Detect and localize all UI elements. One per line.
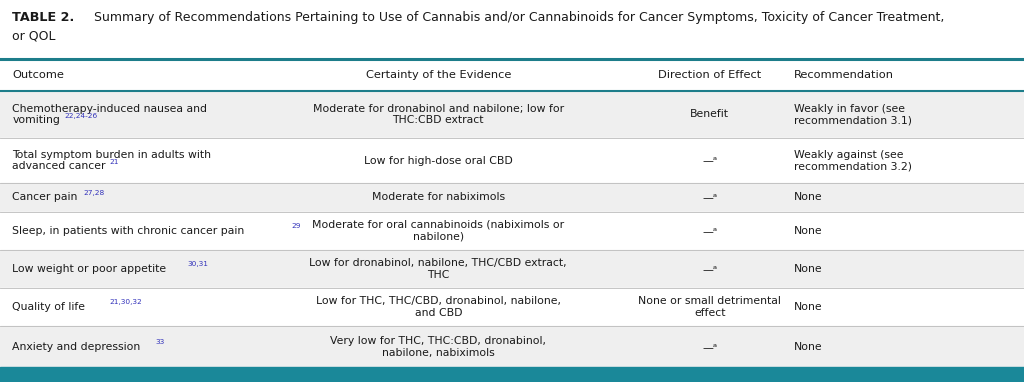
- Text: Moderate for nabiximols: Moderate for nabiximols: [372, 192, 505, 202]
- Text: Low for high-dose oral CBD: Low for high-dose oral CBD: [364, 155, 513, 165]
- Text: Outcome: Outcome: [12, 70, 65, 80]
- Text: and CBD: and CBD: [415, 308, 462, 318]
- Text: 22,24-26: 22,24-26: [65, 113, 97, 118]
- Text: Recommendation: Recommendation: [794, 70, 894, 80]
- Text: 21,30,32: 21,30,32: [110, 299, 142, 306]
- Text: None: None: [794, 226, 822, 236]
- Text: Very low for THC, THC:CBD, dronabinol,: Very low for THC, THC:CBD, dronabinol,: [331, 336, 546, 346]
- Text: vomiting: vomiting: [12, 115, 60, 125]
- Text: Low for THC, THC/CBD, dronabinol, nabilone,: Low for THC, THC/CBD, dronabinol, nabilo…: [315, 296, 561, 306]
- Text: or QOL: or QOL: [12, 30, 55, 43]
- Text: None or small detrimental: None or small detrimental: [638, 296, 781, 306]
- Text: advanced cancer: advanced cancer: [12, 161, 105, 171]
- Text: THC:CBD extract: THC:CBD extract: [392, 115, 484, 125]
- Bar: [0, 212, 1024, 250]
- Text: Sleep, in patients with chronic cancer pain: Sleep, in patients with chronic cancer p…: [12, 226, 245, 236]
- Bar: [0, 288, 1024, 326]
- Bar: [0, 326, 1024, 367]
- Text: None: None: [794, 192, 822, 202]
- Text: None: None: [794, 302, 822, 312]
- Text: THC: THC: [427, 270, 450, 280]
- Text: Direction of Effect: Direction of Effect: [658, 70, 761, 80]
- Text: nabilone, nabiximols: nabilone, nabiximols: [382, 348, 495, 358]
- Bar: [0, 59, 1024, 91]
- Bar: [0, 250, 1024, 288]
- Text: Chemotherapy-induced nausea and: Chemotherapy-induced nausea and: [12, 104, 207, 114]
- Text: Summary of Recommendations Pertaining to Use of Cannabis and/or Cannabinoids for: Summary of Recommendations Pertaining to…: [86, 11, 944, 24]
- Text: —ᵃ: —ᵃ: [702, 155, 717, 165]
- Bar: [0, 138, 1024, 183]
- Bar: [0, 367, 1024, 382]
- Text: Weakly against (see: Weakly against (see: [794, 150, 903, 160]
- Text: None: None: [794, 264, 822, 274]
- Text: 33: 33: [156, 339, 165, 345]
- Text: TABLE 2.: TABLE 2.: [12, 11, 75, 24]
- Text: Quality of life: Quality of life: [12, 302, 85, 312]
- Text: recommendation 3.1): recommendation 3.1): [794, 115, 911, 125]
- Text: Total symptom burden in adults with: Total symptom burden in adults with: [12, 150, 211, 160]
- Text: Low weight or poor appetite: Low weight or poor appetite: [12, 264, 167, 274]
- Text: —ᵃ: —ᵃ: [702, 192, 717, 202]
- Text: 29: 29: [292, 223, 301, 229]
- Text: —ᵃ: —ᵃ: [702, 226, 717, 236]
- Text: 30,31: 30,31: [187, 261, 209, 267]
- Text: recommendation 3.2): recommendation 3.2): [794, 161, 911, 171]
- Text: None: None: [794, 342, 822, 352]
- Text: —ᵃ: —ᵃ: [702, 342, 717, 352]
- Text: Certainty of the Evidence: Certainty of the Evidence: [366, 70, 511, 80]
- Text: nabilone): nabilone): [413, 231, 464, 241]
- Text: Moderate for dronabinol and nabilone; low for: Moderate for dronabinol and nabilone; lo…: [312, 104, 564, 114]
- Text: Low for dronabinol, nabilone, THC/CBD extract,: Low for dronabinol, nabilone, THC/CBD ex…: [309, 258, 567, 268]
- Text: Benefit: Benefit: [690, 109, 729, 120]
- Bar: [0, 183, 1024, 212]
- Text: 21: 21: [110, 159, 119, 165]
- Bar: [0, 91, 1024, 138]
- Text: —ᵃ: —ᵃ: [702, 264, 717, 274]
- Text: Anxiety and depression: Anxiety and depression: [12, 342, 140, 352]
- Text: Cancer pain: Cancer pain: [12, 192, 78, 202]
- Text: Moderate for oral cannabinoids (nabiximols or: Moderate for oral cannabinoids (nabiximo…: [312, 220, 564, 230]
- Text: 27,28: 27,28: [84, 189, 105, 196]
- Text: Weakly in favor (see: Weakly in favor (see: [794, 104, 904, 114]
- Text: effect: effect: [694, 308, 725, 318]
